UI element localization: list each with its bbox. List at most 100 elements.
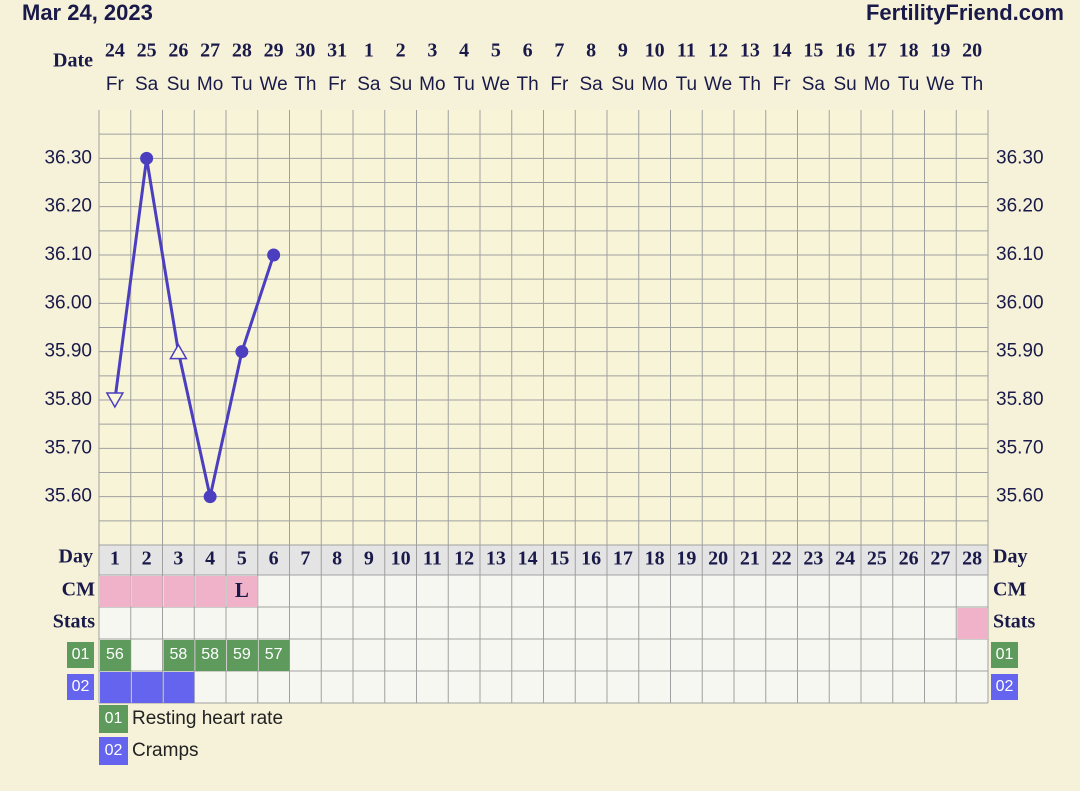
weekday-label: We: [482, 74, 510, 95]
date-label: Date: [53, 50, 93, 72]
y-tick-label-right: 36.00: [996, 292, 1044, 313]
y-tick-label-right: 36.10: [996, 244, 1044, 265]
temperature-point: [169, 343, 188, 360]
date-label: 16: [835, 40, 855, 62]
y-tick-label: 36.20: [44, 196, 92, 217]
weekday-label: Mo: [197, 74, 223, 95]
cm-label-right: CM: [993, 579, 1026, 601]
row-id-right-box: [991, 642, 1018, 668]
weekday-label: Sa: [135, 74, 159, 95]
weekday-label: Sa: [357, 74, 381, 95]
day-number: 23: [803, 548, 823, 570]
date-label: 14: [772, 40, 792, 62]
date-label: 15: [803, 40, 823, 62]
day-number: 5: [237, 548, 247, 570]
day-number: 27: [930, 548, 950, 570]
legend-name: Cramps: [132, 740, 199, 761]
date-label: 24: [105, 40, 125, 62]
row-cell: [163, 640, 195, 671]
day-number: 10: [391, 548, 411, 570]
row-id-right-box: [991, 674, 1018, 700]
weekday-label: Fr: [328, 74, 347, 95]
weekday-label: Sa: [802, 74, 826, 95]
day-label: Day: [59, 546, 93, 568]
day-number: 22: [772, 548, 792, 570]
day-number: 14: [518, 548, 538, 570]
day-number: 7: [300, 548, 310, 570]
cm-cell: [131, 576, 163, 607]
temperature-point: [105, 392, 125, 409]
y-tick-label-right: 36.30: [996, 147, 1044, 168]
weekday-label: Th: [961, 74, 983, 95]
temperature-line: [113, 158, 276, 497]
weekday-label: Tu: [453, 74, 474, 95]
weekday-label: Tu: [231, 74, 252, 95]
day-number: 4: [205, 548, 215, 570]
y-tick-label-right: 35.80: [996, 389, 1044, 410]
stats-label: Stats: [53, 611, 95, 633]
y-tick-label: 36.30: [44, 147, 92, 168]
row-cell: [131, 672, 163, 703]
temperature-point: [140, 151, 154, 165]
date-label: 1: [364, 40, 374, 62]
y-tick-label: 36.10: [44, 244, 92, 265]
date-label: 11: [677, 40, 696, 62]
y-tick-label: 35.80: [44, 389, 92, 410]
date-label: 29: [264, 40, 284, 62]
day-number: 9: [364, 548, 374, 570]
chart-date: Mar 24, 2023: [22, 0, 153, 25]
row-cell: [163, 672, 195, 703]
date-label: 7: [554, 40, 564, 62]
row-cell: [227, 640, 258, 671]
date-label: 30: [295, 40, 315, 62]
row-value: 59: [233, 646, 251, 663]
row-id-left-box: [67, 674, 94, 700]
date-label: 8: [586, 40, 596, 62]
date-label: 9: [618, 40, 628, 62]
date-label: 13: [740, 40, 760, 62]
weekday-label: We: [926, 74, 954, 95]
day-number: 25: [867, 548, 887, 570]
day-number: 6: [269, 548, 279, 570]
row-cell: [195, 640, 226, 671]
day-number: 19: [676, 548, 696, 570]
weekday-label: Mo: [419, 74, 445, 95]
cm-cell: [100, 576, 131, 607]
weekday-label: Th: [739, 74, 761, 95]
y-tick-label-right: 35.60: [996, 486, 1044, 507]
day-number: 2: [142, 548, 152, 570]
weekday-label: Th: [517, 74, 539, 95]
date-label: 18: [899, 40, 919, 62]
day-number: 11: [423, 548, 442, 570]
cm-cell: [227, 576, 258, 607]
date-label: 2: [396, 40, 406, 62]
date-label: 28: [232, 40, 252, 62]
date-label: 25: [137, 40, 157, 62]
date-label: 5: [491, 40, 501, 62]
day-number: 26: [899, 548, 919, 570]
weekday-label: Fr: [106, 74, 125, 95]
cm-label: CM: [62, 579, 95, 601]
day-number: 28: [962, 548, 982, 570]
date-label: 19: [930, 40, 950, 62]
row-cell: [100, 640, 131, 671]
day-number: 15: [549, 548, 569, 570]
day-number: 24: [835, 548, 855, 570]
y-tick-label-right: 35.90: [996, 341, 1044, 362]
site-name: FertilityFriend.com: [866, 0, 1064, 25]
weekday-label: Su: [167, 74, 190, 95]
stats-label-right: Stats: [993, 611, 1035, 633]
temperature-point: [203, 490, 217, 504]
row-id-left: 02: [72, 678, 90, 695]
day-number: 21: [740, 548, 760, 570]
date-label: 20: [962, 40, 982, 62]
legend-box: [99, 737, 128, 765]
weekday-label: We: [704, 74, 732, 95]
cm-cell: [195, 576, 226, 607]
y-tick-label: 35.70: [44, 437, 92, 458]
cm-cell: [163, 576, 195, 607]
row-value: 57: [265, 646, 283, 663]
stats-cell: [957, 608, 988, 639]
